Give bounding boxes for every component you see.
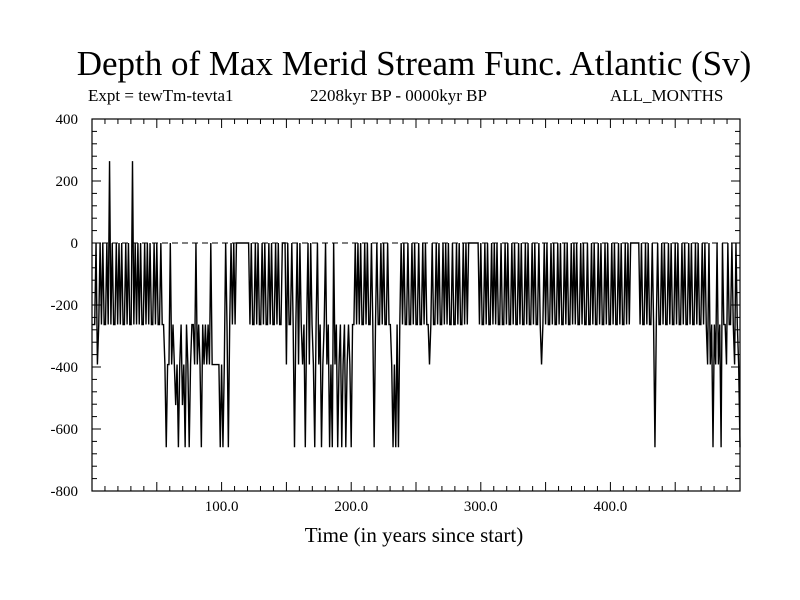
y-tick-label: -600 (51, 422, 79, 438)
plot-frame (91, 118, 741, 492)
x-axis-label: Time (in years since start) (304, 523, 524, 547)
chart-title: Depth of Max Merid Stream Func. Atlantic… (76, 44, 752, 83)
y-tick-label: -200 (51, 298, 79, 314)
tick-labels: 100.0 200.0 300.0 400.0 400 200 0 -200 -400 -600 -… (51, 112, 628, 515)
months-label: ALL_MONTHS (610, 86, 724, 105)
y-tick-label: 400 (56, 112, 79, 128)
x-tick-label: 300.0 (464, 499, 498, 515)
y-tick-label: 0 (71, 236, 79, 252)
x-tick-label: 400.0 (594, 499, 628, 515)
experiment-label: Expt = tewTm-tevta1 (88, 86, 234, 105)
series-line (92, 161, 741, 448)
x-tick-label: 100.0 (205, 499, 239, 515)
period-label: 2208kyr BP - 0000kyr BP (310, 86, 487, 105)
y-tick-label: 200 (56, 174, 79, 190)
x-tick-label: 200.0 (334, 499, 368, 515)
y-tick-label: -800 (51, 484, 79, 500)
y-tick-label: -400 (51, 360, 79, 376)
